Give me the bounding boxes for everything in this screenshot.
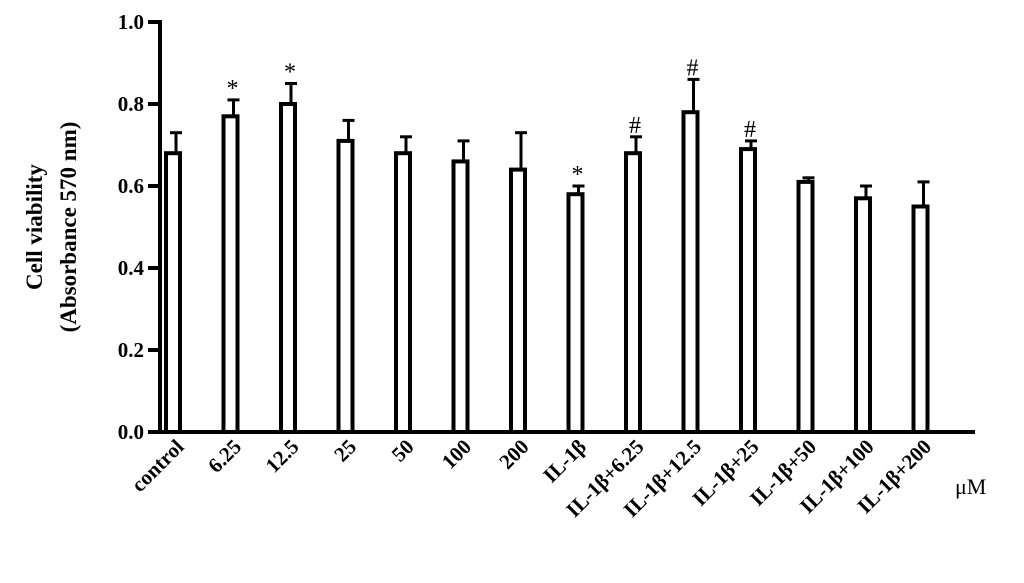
y-tick-label: 0.0 [118,420,144,444]
x-tick-label: IL-1β [538,435,591,488]
bar [566,192,585,434]
bar [509,167,527,434]
y-tick-label: 1.0 [118,10,144,34]
bar [681,110,700,434]
significance-marker: # [744,117,756,143]
significance-marker: * [284,60,296,86]
significance-marker: # [629,113,641,139]
x-tick-label: 50 [387,435,419,467]
y-axis-title: Cell viability (Absorbance 570 nm) [22,122,81,333]
bar [336,138,355,434]
bar [394,151,412,434]
y-tick-label: 0.8 [118,92,144,116]
bar [279,102,297,434]
y-label-line: (Absorbance 570 nm) [56,122,81,333]
x-tick-label: 12.5 [261,435,304,478]
bar [911,204,930,434]
y-label-line: Cell viability [22,164,47,290]
x-tick-label: 6.25 [203,435,246,478]
x-tick-label: 200 [494,435,533,474]
x-tick-label: 25 [329,435,361,467]
bar [221,114,240,435]
bar [164,151,182,434]
bar [854,196,872,434]
bar [624,151,642,434]
y-tick-label: 0.4 [118,256,145,280]
significance-marker: * [227,76,239,102]
y-tick-label: 0.2 [118,338,144,362]
bar [739,147,757,434]
y-tick-label: 0.6 [118,174,144,198]
x-tick-label: 100 [437,435,476,474]
bar [451,159,470,434]
significance-marker: * [572,162,584,188]
bar [796,179,815,434]
significance-marker: # [687,55,699,81]
unit-label: μM [955,474,986,499]
